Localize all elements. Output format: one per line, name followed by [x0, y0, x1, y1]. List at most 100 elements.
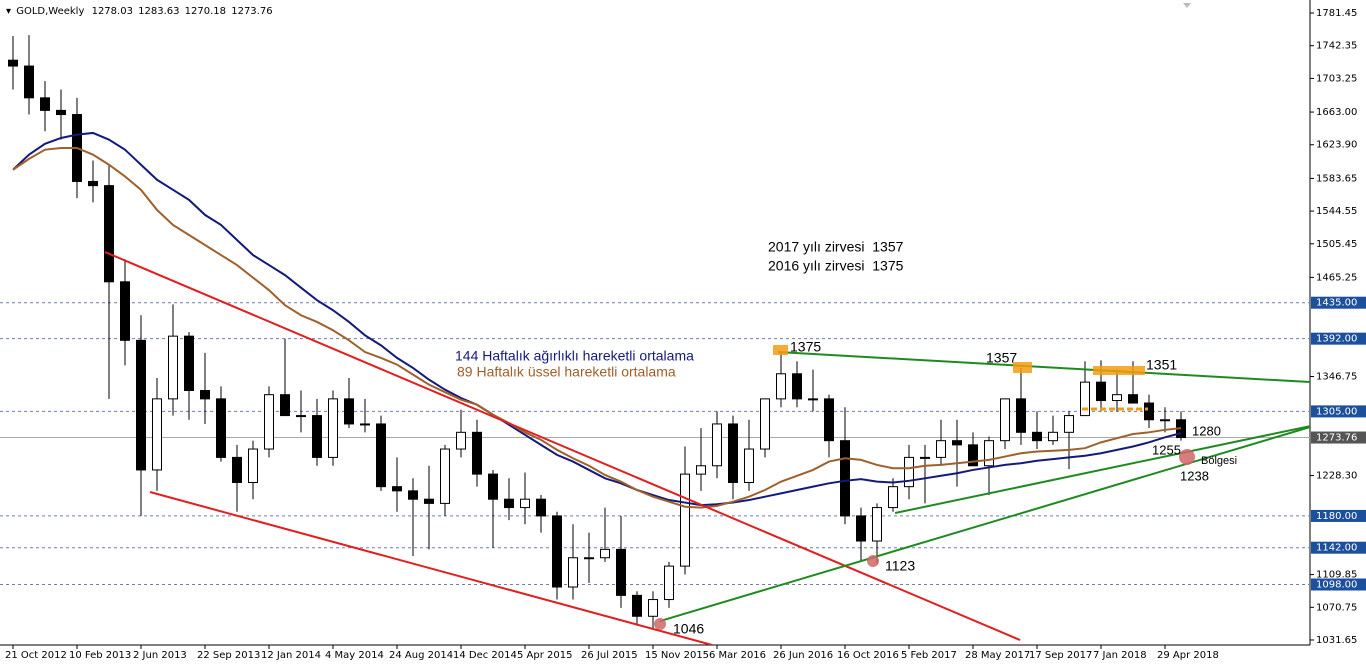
- x-tick-label: 6 Mar 2016: [709, 650, 766, 661]
- candle-body: [328, 398, 338, 458]
- candle-body: [408, 490, 418, 500]
- plot-area: [0, 35, 1310, 645]
- candle-body: [904, 456, 914, 488]
- resistance-box: [1013, 362, 1032, 373]
- candle-body: [504, 498, 514, 509]
- annotation: 2017 yılı zirvesi 1357: [768, 239, 904, 255]
- candle-body: [232, 456, 242, 483]
- x-tick-label: 16 Oct 2016: [837, 650, 899, 661]
- annotation: 1046: [673, 621, 704, 637]
- high-value: 1283.63: [138, 6, 179, 17]
- level-label-bg: [1311, 509, 1366, 522]
- trendline: [777, 351, 1310, 384]
- candle-body: [248, 448, 258, 483]
- x-tick-label: 26 Jun 2016: [773, 650, 833, 661]
- shift-marker: [1183, 3, 1191, 8]
- candle-body: [632, 594, 642, 617]
- level-label: 1180.00: [1316, 511, 1357, 522]
- symbol: GOLD,Weekly: [16, 6, 84, 17]
- y-tick-label: 1623.90: [1316, 140, 1357, 151]
- x-tick-label: 24 Aug 2014: [389, 650, 453, 661]
- candle-body: [712, 423, 722, 467]
- annotation: 1351: [1146, 357, 1177, 373]
- candle-body: [1032, 431, 1042, 442]
- candle-body: [312, 415, 322, 458]
- y-tick-label: 1109.85: [1316, 570, 1357, 581]
- candle-body: [184, 335, 194, 392]
- annotation: Bölgesi: [1201, 455, 1237, 467]
- y-tick-label: 1505.45: [1316, 239, 1357, 250]
- candle-body: [936, 440, 946, 458]
- y-tick-label: 1465.25: [1316, 272, 1357, 283]
- annotation: 1123: [885, 558, 915, 574]
- candle-body: [568, 557, 578, 588]
- x-tick-label: 17 Sep 2017: [1029, 650, 1092, 661]
- candle-body: [168, 335, 178, 400]
- candle-body: [952, 440, 962, 446]
- candle-body: [120, 281, 130, 341]
- open-value: 1278.03: [92, 6, 133, 17]
- x-tick-label: 22 Sep 2013: [197, 650, 260, 661]
- pivot-marker: [1179, 449, 1195, 465]
- candle-body: [1160, 419, 1170, 422]
- x-tick-label: 14 Dec 2014: [453, 650, 517, 661]
- level-label-bg: [1311, 541, 1366, 554]
- candle-body: [1096, 381, 1106, 402]
- x-tick-label: 4 May 2014: [325, 650, 384, 661]
- x-tick-label: 28 May 2017: [965, 650, 1030, 661]
- y-tick-label: 1031.65: [1316, 635, 1357, 646]
- trendline: [104, 251, 1021, 641]
- annotation: 1357: [986, 350, 1017, 366]
- candle-body: [728, 423, 738, 483]
- candle-body: [520, 498, 530, 509]
- y-tick-label: 1742.35: [1316, 41, 1357, 52]
- resistance-box: [1093, 366, 1145, 375]
- annotation: 2016 yılı zirvesi 1375: [768, 258, 904, 274]
- level-label-bg: [1311, 332, 1366, 345]
- moving-average: [12, 131, 1182, 507]
- x-tick-label: 21 Oct 2012: [5, 650, 67, 661]
- x-tick-label: 26 Jul 2015: [581, 650, 638, 661]
- candle-body: [776, 373, 786, 400]
- pivot-marker: [654, 618, 666, 630]
- level-label: 1142.00: [1316, 543, 1357, 554]
- last-price-bg: [1311, 431, 1366, 444]
- candle-body: [616, 548, 626, 596]
- x-tick-label: 12 Jan 2014: [261, 650, 321, 661]
- candle-body: [8, 59, 18, 67]
- y-tick-label: 1663.00: [1316, 107, 1357, 118]
- candle-body: [1144, 402, 1154, 421]
- candle-body: [824, 398, 834, 442]
- x-tick-label: 10 Feb 2013: [69, 650, 131, 661]
- pivot-marker: [867, 555, 879, 567]
- y-tick-label: 1346.75: [1316, 371, 1357, 382]
- header-arrow: ▾: [6, 6, 11, 17]
- candle-body: [760, 398, 770, 450]
- level-label-bg: [1311, 405, 1366, 418]
- candle-body: [216, 398, 226, 458]
- candle-body: [584, 557, 594, 560]
- y-tick-label: 1703.25: [1316, 73, 1357, 84]
- trendline: [659, 425, 1310, 623]
- candle-body: [664, 565, 674, 601]
- candle-body: [344, 398, 354, 425]
- candle-body: [200, 390, 210, 400]
- moving-average: [12, 147, 1182, 509]
- candle-body: [1000, 398, 1010, 442]
- candle-body: [840, 440, 850, 517]
- chart-header: ▾ GOLD,Weekly 1278.03 1283.63 1270.18 12…: [6, 6, 273, 17]
- candle-body: [648, 599, 658, 617]
- annotation: 1280: [1192, 423, 1221, 438]
- x-tick-label: 7 Jan 2018: [1093, 650, 1147, 661]
- trendline: [894, 425, 1310, 514]
- candle-body: [888, 486, 898, 509]
- y-tick-label: 1070.75: [1316, 602, 1357, 613]
- x-tick-label: 5 Apr 2015: [517, 650, 572, 661]
- candle-body: [1080, 381, 1090, 417]
- candle-body: [792, 373, 802, 400]
- candle-body: [680, 473, 690, 567]
- y-tick-label: 1544.55: [1316, 206, 1357, 217]
- candle-body: [744, 448, 754, 483]
